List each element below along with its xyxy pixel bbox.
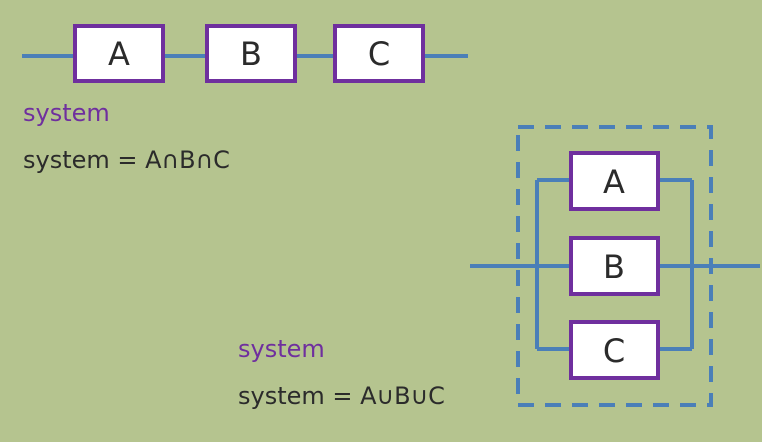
parallel-system-formula: system = A∪B∪C — [238, 382, 445, 410]
series-system-formula: system = A∩B∩C — [23, 146, 230, 174]
series-block-c: C — [333, 24, 425, 83]
series-block-a-label: A — [108, 35, 130, 73]
series-block-b: B — [205, 24, 297, 83]
parallel-block-a: A — [569, 151, 660, 211]
parallel-block-c: C — [569, 320, 660, 380]
parallel-block-c-label: C — [603, 332, 625, 370]
series-system-title: system — [23, 99, 110, 127]
parallel-block-b: B — [569, 236, 660, 296]
parallel-system-title: system — [238, 335, 325, 363]
series-block-b-label: B — [240, 35, 262, 73]
series-block-a: A — [73, 24, 165, 83]
parallel-block-b-label: B — [603, 248, 625, 286]
series-block-c-label: C — [368, 35, 390, 73]
parallel-block-a-label: A — [603, 163, 625, 201]
